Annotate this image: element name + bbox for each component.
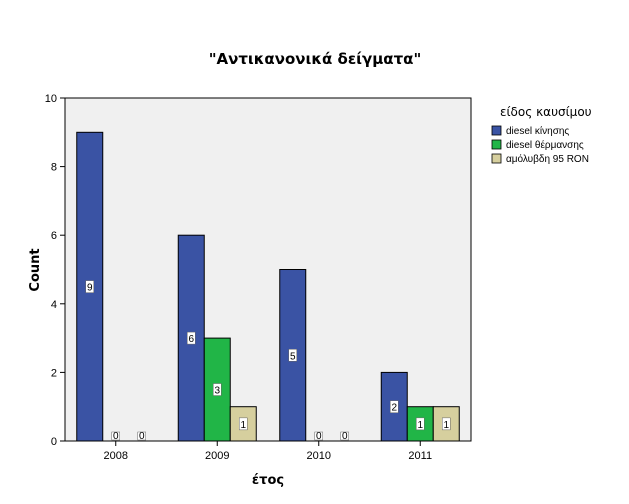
data-label: 6: [188, 334, 194, 345]
y-tick-label: 4: [51, 299, 57, 311]
y-tick-label: 10: [45, 93, 57, 105]
legend-swatch: [491, 139, 502, 150]
data-label-box: [340, 431, 349, 441]
legend: diesel κίνησης diesel θέρμανσης αμόλυβδη 9…: [491, 125, 589, 165]
legend-label: diesel κίνησης: [506, 125, 569, 137]
data-label-box: [213, 383, 222, 396]
data-label-box: [187, 331, 196, 345]
data-label: 3: [214, 386, 220, 397]
data-label: 0: [316, 431, 322, 442]
x-tick-label: 2011: [408, 450, 432, 462]
legend-swatch: [491, 153, 502, 164]
data-label-box: [239, 417, 248, 431]
data-label: 0: [342, 431, 348, 442]
data-label: 0: [139, 431, 145, 442]
data-label: 9: [87, 283, 93, 294]
chart-title: "Αντικανονικά δείγματα": [209, 50, 422, 68]
y-axis: 0 2 4 6 8 10: [45, 93, 65, 448]
data-label-box: [85, 280, 94, 293]
legend-label: αμόλυβδη 95 RON: [506, 153, 589, 165]
data-label: 2: [391, 403, 397, 414]
plot-area: [64, 97, 472, 442]
data-label-box: [390, 400, 399, 413]
x-tick-label: 2009: [205, 450, 229, 462]
x-tick-label: 2010: [307, 450, 331, 462]
bars: 9 0 0 6 3 1 5 0 0 2 1 1: [76, 131, 460, 442]
data-label: 1: [443, 420, 449, 431]
legend-swatch: [491, 125, 502, 136]
legend-label: diesel θέρμανσης: [506, 139, 584, 151]
x-tick-label: 2008: [104, 450, 128, 462]
y-tick-label: 0: [51, 436, 57, 448]
data-label-box: [111, 431, 120, 441]
data-label-box: [416, 417, 425, 431]
data-label: 0: [113, 431, 119, 442]
x-axis-title: έτος: [252, 473, 284, 488]
x-axis: 2008 2009 2010 2011: [104, 441, 432, 462]
data-label-box: [442, 417, 451, 431]
y-axis-title: Count: [28, 248, 43, 291]
data-label: 1: [417, 420, 423, 431]
y-tick-label: 2: [51, 367, 57, 379]
y-tick-label: 8: [51, 162, 57, 174]
data-label-box: [137, 431, 146, 441]
data-label-box: [314, 431, 323, 441]
data-label: 5: [290, 351, 296, 362]
data-label-box: [288, 349, 297, 362]
y-tick-label: 6: [51, 230, 57, 242]
legend-title: είδος καυσίμου: [500, 105, 592, 119]
data-label: 1: [240, 420, 246, 431]
